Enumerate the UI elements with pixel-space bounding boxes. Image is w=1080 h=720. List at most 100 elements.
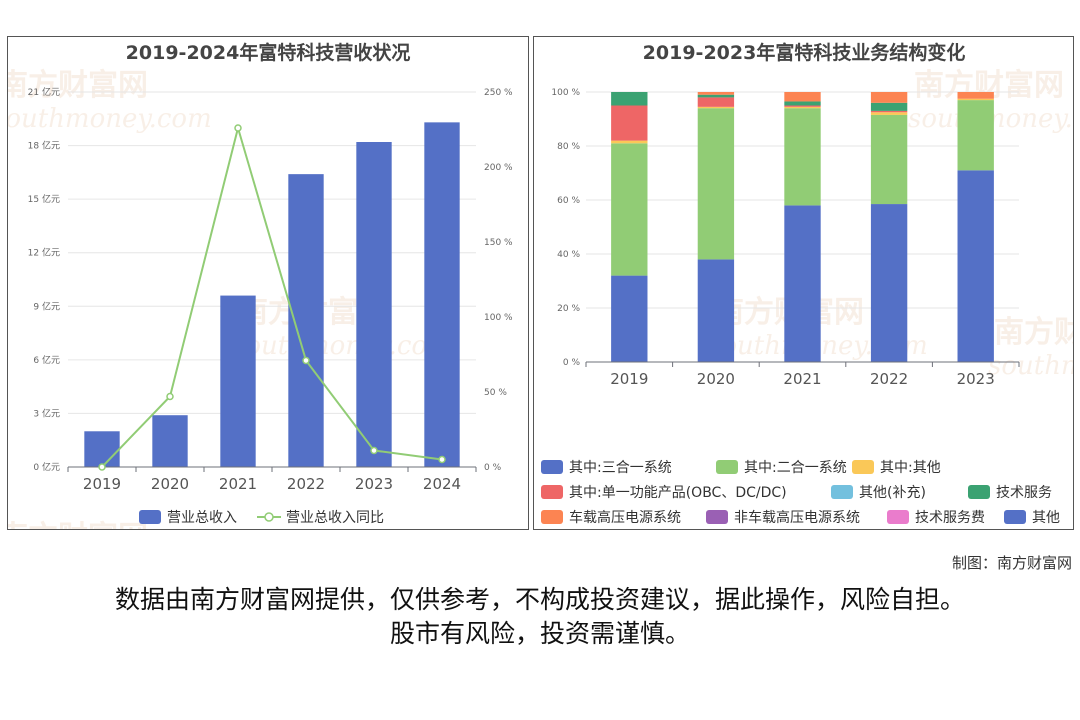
legend-swatch [852, 460, 874, 474]
stacked-segment [784, 92, 821, 102]
chart-title: 2019-2023年富特科技业务结构变化 [643, 41, 966, 64]
legend-swatch [716, 460, 738, 474]
stacked-segment [784, 101, 821, 106]
legend-label: 车载高压电源系统 [569, 509, 681, 526]
stacked-segment [611, 140, 648, 144]
stacked-segment [870, 102, 908, 111]
bar [220, 295, 256, 467]
y-axis-tick-label: 100 % [551, 88, 580, 98]
stacked-segment [611, 275, 648, 362]
right-axis-tick-label: 100 % [484, 313, 513, 323]
right-axis-tick-label: 200 % [484, 163, 513, 173]
left-axis-tick-label: 9 亿元 [33, 300, 60, 312]
legend-swatch [541, 485, 563, 499]
stacked-segment [957, 100, 994, 171]
stacked-segment [611, 105, 648, 141]
x-axis-tick-label: 2021 [783, 370, 821, 388]
watermark-en: southmoney.com [232, 331, 452, 361]
y-axis-tick-label: 80 % [557, 142, 580, 152]
watermark-cn: 南方财富网 [8, 520, 148, 529]
stacked-segment [870, 112, 908, 115]
watermark-cn: 南方财富网 [8, 68, 148, 103]
legend-label: 其他(补充) [859, 485, 926, 501]
x-axis-tick-label: 2020 [151, 475, 189, 493]
stacked-segment [611, 92, 648, 106]
line-point [98, 463, 106, 471]
line-point [370, 446, 378, 455]
legend-label: 其中:三合一系统 [569, 460, 672, 476]
line-point [438, 455, 446, 464]
x-axis-tick-label: 2020 [697, 370, 735, 388]
chart-title: 2019-2024年富特科技营收状况 [126, 41, 411, 64]
stacked-segment [870, 204, 908, 362]
left-axis-tick-label: 12 亿元 [28, 247, 60, 259]
legend-label: 其中:其他 [880, 460, 941, 476]
legend-swatch [1004, 510, 1026, 524]
left-axis-tick-label: 6 亿元 [33, 354, 60, 366]
right-axis-tick-label: 50 % [484, 388, 507, 398]
legend-swatch [264, 512, 274, 522]
x-axis-tick-label: 2019 [610, 370, 648, 388]
line-point [302, 356, 310, 365]
watermark-en: southmoney.com [988, 351, 1073, 381]
stacked-segment [697, 94, 735, 98]
legend-label: 其中:单一功能产品(OBC、DC/DC) [569, 485, 787, 501]
legend-label: 营业总收入同比 [286, 510, 384, 526]
stacked-segment [784, 106, 821, 109]
bar [152, 415, 188, 467]
chart-credit: 制图：南方财富网 [951, 554, 1072, 572]
stacked-segment [784, 108, 821, 206]
y-axis-tick-label: 20 % [557, 304, 580, 314]
stacked-segment [957, 170, 994, 362]
revenue-chart-panel: 南方财富网southmoney.com南方财富网southmoney.com南方… [7, 36, 529, 530]
stacked-segment [870, 114, 908, 205]
legend-swatch [968, 485, 990, 499]
revenue-chart: 南方财富网southmoney.com南方财富网southmoney.com南方… [8, 41, 513, 529]
structure-chart: 南方财富网southmoney.com南方财富网southmoney.com南方… [541, 41, 1073, 526]
legend-swatch [139, 510, 161, 524]
disclaimer-line-1: 数据由南方财富网提供，仅供参考，不构成投资建议，据此操作，风险自担。 [114, 585, 965, 614]
x-axis-tick-label: 2022 [287, 475, 325, 493]
x-axis-tick-label: 2024 [423, 475, 461, 493]
x-axis-tick-label: 2023 [355, 475, 393, 493]
stacked-segment [957, 98, 994, 101]
legend-swatch [831, 485, 853, 499]
line-point [166, 392, 174, 401]
structure-chart-panel: 南方财富网southmoney.com南方财富网southmoney.com南方… [533, 36, 1074, 530]
legend-swatch [541, 510, 563, 524]
bar [356, 142, 392, 467]
x-axis-tick-label: 2022 [870, 370, 908, 388]
stacked-segment [611, 143, 648, 276]
legend-swatch [887, 510, 909, 524]
stacked-segment [697, 92, 735, 95]
bar [424, 122, 460, 467]
right-axis-tick-label: 150 % [484, 238, 513, 248]
bar [84, 431, 120, 467]
watermark-en: southmoney.com [8, 104, 212, 134]
legend-swatch [541, 460, 563, 474]
stacked-segment [697, 97, 735, 107]
left-axis-tick-label: 18 亿元 [28, 140, 60, 152]
left-axis-tick-label: 3 亿元 [33, 407, 60, 419]
x-axis-tick-label: 2019 [83, 475, 121, 493]
x-axis-tick-label: 2021 [219, 475, 257, 493]
legend-label: 技术服务 [996, 485, 1052, 501]
legend-swatch [706, 510, 728, 524]
legend-label: 非车载高压电源系统 [734, 509, 860, 526]
left-axis-tick-label: 15 亿元 [28, 193, 60, 205]
legend-label: 营业总收入 [167, 510, 237, 526]
legend-label: 其中:二合一系统 [744, 460, 847, 476]
right-axis-tick-label: 250 % [484, 88, 513, 98]
x-axis-tick-label: 2023 [957, 370, 995, 388]
stacked-segment [697, 259, 735, 362]
stacked-segment [697, 108, 735, 260]
watermark-cn: 南方财富网 [994, 315, 1073, 350]
yoy-line [101, 124, 443, 468]
y-axis-tick-label: 0 % [563, 358, 581, 368]
right-axis-tick-label: 0 % [484, 463, 502, 473]
stacked-segment [784, 105, 821, 107]
y-axis-tick-label: 60 % [557, 196, 580, 206]
line-point [234, 124, 242, 132]
left-axis-tick-label: 0 亿元 [33, 461, 60, 473]
disclaimer-line-2: 股市有风险，投资需谨慎。 [389, 619, 690, 648]
